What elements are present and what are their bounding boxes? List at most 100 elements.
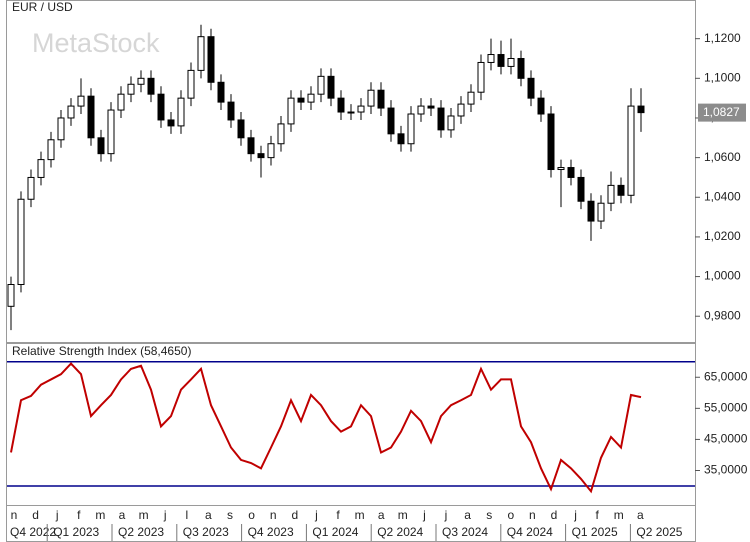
candle-body [447, 115, 455, 131]
month-label: m [355, 508, 365, 522]
last-price-label: 1,0827 [703, 105, 740, 119]
candle-body [87, 95, 95, 139]
candle-body [507, 57, 515, 67]
rsi-title: Relative Strength Index (58,4650) [12, 344, 191, 358]
y-tick-label: 1,0600 [704, 150, 741, 164]
candle-body [317, 75, 325, 95]
y-tick-label: 55,0000 [704, 401, 748, 415]
month-label: d [291, 508, 298, 522]
month-label: n [11, 508, 18, 522]
candle-body [377, 89, 385, 109]
month-label: m [139, 508, 149, 522]
candle-body [117, 93, 125, 111]
month-label: a [464, 508, 471, 522]
month-label: j [422, 508, 426, 522]
month-label: o [248, 508, 255, 522]
candle-body [577, 176, 585, 202]
price-panel [6, 0, 696, 343]
month-label: a [119, 508, 126, 522]
quarter-label: Q2 2025 [636, 525, 682, 539]
candle-body [467, 91, 475, 105]
y-tick-label: 45,0000 [704, 432, 748, 446]
month-label: f [336, 508, 340, 522]
candle-body [127, 83, 135, 95]
quarter-label: Q3 2023 [183, 525, 229, 539]
candle-body [487, 54, 495, 63]
month-label: n [529, 508, 536, 522]
candle-body [177, 97, 185, 127]
candle-body [237, 119, 245, 139]
candle-body [27, 176, 35, 200]
month-label: f [596, 508, 600, 522]
candle-body [37, 159, 45, 178]
candle-body [167, 119, 175, 127]
candle-body [387, 107, 395, 135]
quarter-label: Q2 2024 [377, 525, 423, 539]
candle-body [397, 133, 405, 145]
candle-body [297, 97, 305, 103]
candle-body [627, 105, 635, 196]
candle-body [427, 105, 435, 109]
candle-body [217, 81, 225, 103]
candle-body [187, 69, 195, 99]
candle-body [537, 97, 545, 115]
candle-body [587, 200, 595, 222]
y-tick-label: 65,0000 [704, 369, 748, 383]
candle-body [97, 137, 105, 155]
candle-body [607, 184, 615, 204]
month-label: a [378, 508, 385, 522]
candle-body [497, 54, 505, 67]
candle-body [17, 198, 25, 286]
candle-body [277, 123, 285, 145]
candle-body [337, 97, 345, 113]
y-tick-label: 35,0000 [704, 463, 748, 477]
candle-body [547, 113, 555, 171]
month-label: o [507, 508, 514, 522]
candle-body [557, 167, 565, 171]
month-label: s [486, 508, 492, 522]
candle-body [417, 105, 425, 115]
y-tick-label: 1,0000 [704, 269, 741, 283]
quarter-label: Q3 2024 [442, 525, 488, 539]
y-tick-label: 1,0200 [704, 229, 741, 243]
candle-body [137, 77, 145, 85]
quarter-label: Q4 2023 [248, 525, 294, 539]
quarter-label: Q4 2024 [507, 525, 553, 539]
quarter-label: Q1 2024 [312, 525, 358, 539]
candle-body [367, 89, 375, 107]
candle-body [307, 93, 315, 103]
month-label: d [32, 508, 39, 522]
month-label: j [573, 508, 577, 522]
month-label: j [444, 508, 448, 522]
candle-body [207, 36, 215, 83]
month-label: n [270, 508, 277, 522]
candle-body [197, 36, 205, 71]
candle-body [77, 95, 85, 107]
candle-body [47, 139, 55, 161]
candle-body [617, 184, 625, 196]
candle-body [247, 137, 255, 155]
candle-body [257, 153, 265, 159]
candle-body [67, 105, 75, 119]
candle-body [267, 143, 275, 159]
watermark: MetaStock [32, 28, 160, 58]
candle-body [477, 61, 485, 93]
month-label: f [77, 508, 81, 522]
quarter-label: Q2 2023 [118, 525, 164, 539]
month-label: a [205, 508, 212, 522]
month-label: m [95, 508, 105, 522]
candle-body [347, 111, 355, 114]
candle-body [147, 77, 155, 95]
candle-body [437, 107, 445, 131]
candle-body [157, 93, 165, 121]
candle-body [597, 202, 605, 222]
month-label: l [185, 508, 188, 522]
candle-body [457, 103, 465, 117]
month-label: d [551, 508, 558, 522]
month-label: m [614, 508, 624, 522]
month-label: s [227, 508, 233, 522]
chart-title: EUR / USD [12, 0, 73, 14]
candle-body [567, 167, 575, 178]
quarter-label: Q4 2022 [10, 525, 56, 539]
